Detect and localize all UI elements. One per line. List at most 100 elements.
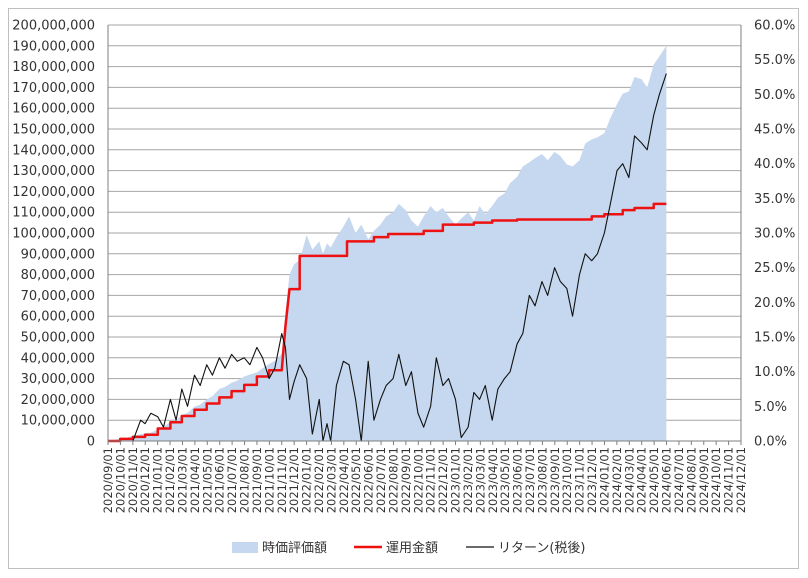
x-tick-label: 2021/08/01: [238, 447, 252, 513]
left-tick-label: 90,000,000: [21, 247, 95, 262]
right-tick-label: 0.0%: [754, 435, 787, 450]
x-tick-label: 2023/03/01: [473, 447, 487, 513]
x-tick-label: 2021/10/01: [262, 447, 276, 513]
x-tick-label: 2022/01/01: [300, 447, 314, 513]
series-line-layer: [108, 73, 667, 443]
x-tick-label: 2024/06/01: [660, 447, 674, 513]
x-tick-label: 2022/03/01: [324, 447, 338, 513]
x-tick-label: 2024/12/01: [734, 447, 748, 513]
left-tick-label: 120,000,000: [12, 185, 95, 200]
right-tick-label: 25.0%: [754, 261, 795, 276]
left-tick-label: 30,000,000: [21, 372, 95, 387]
x-tick-label: 2024/07/01: [672, 447, 686, 513]
legend-label-invested: 運用金額: [386, 540, 438, 556]
x-tick-label: 2023/12/01: [585, 447, 599, 513]
x-tick-label: 2024/05/01: [647, 447, 661, 513]
left-tick-label: 20,000,000: [21, 393, 95, 408]
series-line-return: [108, 73, 667, 442]
left-tick-label: 110,000,000: [12, 206, 95, 221]
x-tick-label: 2022/08/01: [386, 447, 400, 513]
x-tick-label: 2023/10/01: [560, 447, 574, 513]
x-tick-label: 2021/12/01: [287, 447, 301, 513]
x-tick-label: 2021/02/01: [163, 447, 177, 513]
series-line-invested: [108, 202, 667, 443]
x-tick-label: 2022/10/01: [411, 447, 425, 513]
x-tick-label: 2023/06/01: [511, 447, 525, 513]
right-tick-label: 15.0%: [754, 331, 795, 346]
x-tick-label: 2023/05/01: [498, 447, 512, 513]
x-tick-label: 2021/11/01: [275, 447, 289, 513]
x-tick-label: 2024/11/01: [722, 447, 736, 513]
x-axis-ticks: 2020/09/012020/10/012020/11/012020/12/01…: [101, 441, 748, 513]
left-tick-label: 50,000,000: [21, 331, 95, 346]
left-tick-label: 150,000,000: [12, 123, 95, 138]
right-tick-label: 60.0%: [754, 19, 795, 34]
x-tick-label: 2022/06/01: [362, 447, 376, 513]
x-tick-label: 2024/02/01: [610, 447, 624, 513]
right-tick-label: 35.0%: [754, 192, 795, 207]
x-tick-label: 2024/03/01: [622, 447, 636, 513]
left-tick-label: 160,000,000: [12, 102, 95, 117]
left-tick-label: 0: [87, 435, 95, 450]
x-tick-label: 2023/09/01: [548, 447, 562, 513]
x-tick-label: 2023/01/01: [449, 447, 463, 513]
x-tick-label: 2024/09/01: [697, 447, 711, 513]
left-tick-label: 170,000,000: [12, 81, 95, 96]
x-tick-label: 2022/04/01: [337, 447, 351, 513]
legend: 時価評価額 運用金額 リターン(税後): [232, 540, 586, 556]
x-tick-label: 2021/07/01: [225, 447, 239, 513]
right-axis-ticks: 0.0% 5.0% 10.0% 15.0% 20.0% 25.0% 30.0% 35.0% 40…: [754, 19, 795, 450]
x-tick-label: 2023/07/01: [523, 447, 537, 513]
x-tick-label: 2024/10/01: [709, 447, 723, 513]
market-value-area-layer: [108, 45, 667, 442]
legend-label-market-value: 時価評価額: [262, 541, 327, 556]
right-tick-label: 30.0%: [754, 227, 795, 242]
legend-label-return: リターン(税後): [498, 541, 586, 556]
left-tick-label: 80,000,000: [21, 268, 95, 283]
x-tick-label: 2020/12/01: [138, 447, 152, 513]
x-tick-label: 2021/06/01: [213, 447, 227, 513]
x-tick-label: 2022/02/01: [312, 447, 326, 513]
right-tick-label: 5.0%: [754, 400, 787, 415]
left-tick-label: 180,000,000: [12, 60, 95, 75]
x-tick-label: 2021/03/01: [175, 447, 189, 513]
right-tick-label: 45.0%: [754, 123, 795, 138]
x-tick-label: 2022/05/01: [349, 447, 363, 513]
left-tick-label: 10,000,000: [21, 414, 95, 429]
series-area-market-value: [108, 45, 667, 442]
x-tick-label: 2022/12/01: [436, 447, 450, 513]
right-tick-label: 50.0%: [754, 88, 795, 103]
axes: [107, 25, 742, 442]
left-tick-label: 40,000,000: [21, 351, 95, 366]
x-tick-label: 2023/04/01: [486, 447, 500, 513]
x-tick-label: 2024/04/01: [635, 447, 649, 513]
left-tick-label: 60,000,000: [21, 310, 95, 325]
x-tick-label: 2024/08/01: [684, 447, 698, 513]
left-tick-label: 100,000,000: [12, 227, 95, 242]
x-tick-label: 2022/09/01: [399, 447, 413, 513]
x-tick-label: 2023/02/01: [461, 447, 475, 513]
x-tick-label: 2020/10/01: [113, 447, 127, 513]
x-tick-label: 2022/11/01: [424, 447, 438, 513]
left-axis-ticks: 0 10,000,000 20,000,000 30,000,000 40,000,00…: [12, 19, 95, 450]
x-tick-label: 2021/09/01: [250, 447, 264, 513]
legend-swatch-market-value: [232, 542, 258, 553]
x-tick-label: 2020/09/01: [101, 447, 115, 513]
left-tick-label: 200,000,000: [12, 19, 95, 34]
x-tick-label: 2023/08/01: [535, 447, 549, 513]
x-tick-label: 2021/01/01: [151, 447, 165, 513]
x-tick-label: 2020/11/01: [126, 447, 140, 513]
x-tick-label: 2021/05/01: [200, 447, 214, 513]
x-tick-label: 2024/01/01: [597, 447, 611, 513]
right-tick-label: 20.0%: [754, 296, 795, 311]
x-tick-label: 2021/04/01: [188, 447, 202, 513]
left-tick-label: 70,000,000: [21, 289, 95, 304]
x-tick-label: 2022/07/01: [374, 447, 388, 513]
left-tick-label: 130,000,000: [12, 164, 95, 179]
left-tick-label: 140,000,000: [12, 143, 95, 158]
right-tick-label: 55.0%: [754, 53, 795, 68]
right-tick-label: 10.0%: [754, 365, 795, 380]
left-tick-label: 190,000,000: [12, 39, 95, 54]
right-tick-label: 40.0%: [754, 157, 795, 172]
